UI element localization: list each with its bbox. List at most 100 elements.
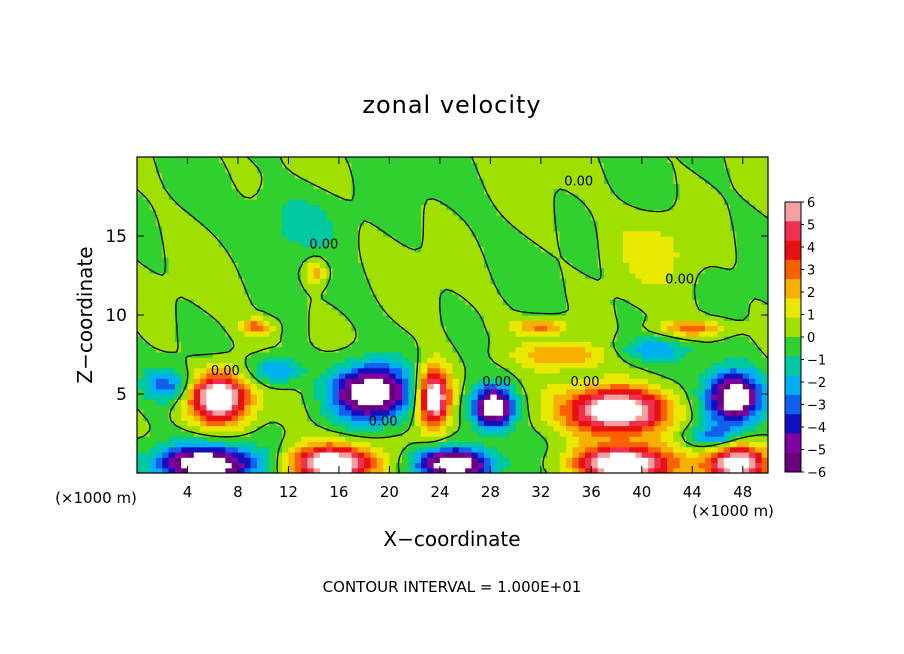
heatmap-cell: [383, 378, 390, 385]
heatmap-cell: [667, 236, 674, 242]
heatmap-cell: [231, 309, 239, 316]
heatmap-cell: [477, 214, 485, 221]
heatmap-cell: [446, 446, 454, 453]
heatmap-cell: [685, 272, 693, 279]
heatmap-cell: [294, 357, 302, 363]
heatmap-cell: [704, 293, 712, 300]
heatmap-cell: [452, 441, 460, 448]
heatmap-cell: [313, 336, 321, 342]
heatmap-cell: [181, 220, 189, 227]
heatmap-cell: [250, 425, 258, 432]
heatmap-cell: [395, 241, 403, 248]
heatmap-cell: [263, 299, 271, 306]
heatmap-cell: [143, 457, 151, 464]
heatmap-cell: [471, 378, 479, 385]
heatmap-cell: [294, 257, 302, 263]
heatmap-cell: [307, 246, 315, 253]
heatmap-cell: [547, 341, 555, 348]
heatmap-cell: [376, 372, 384, 379]
heatmap-cell: [231, 225, 239, 232]
heatmap-cell: [755, 283, 763, 290]
heatmap-cell: [692, 383, 700, 390]
heatmap-cell: [307, 467, 315, 473]
heatmap-cell: [667, 304, 674, 311]
heatmap-cell: [547, 457, 555, 464]
heatmap-cell: [395, 420, 403, 427]
heatmap-cell: [572, 351, 580, 358]
heatmap-cell: [591, 288, 599, 295]
heatmap-cell: [408, 430, 416, 437]
heatmap-cell: [528, 236, 536, 242]
heatmap-cell: [742, 299, 750, 306]
heatmap-cell: [635, 394, 643, 400]
heatmap-cell: [553, 251, 561, 258]
heatmap-cell: [414, 388, 422, 395]
heatmap-cell: [256, 362, 264, 369]
heatmap-cell: [345, 372, 353, 379]
heatmap-cell: [256, 315, 264, 321]
heatmap-cell: [673, 214, 681, 221]
heatmap-cell: [137, 246, 144, 253]
heatmap-cell: [288, 383, 296, 390]
heatmap-cell: [698, 257, 706, 263]
heatmap-cell: [465, 341, 473, 348]
heatmap-cell: [345, 341, 353, 348]
heatmap-cell: [206, 404, 214, 411]
heatmap-cell: [648, 236, 656, 242]
heatmap-cell: [427, 415, 435, 421]
heatmap-cell: [181, 372, 189, 379]
heatmap-cell: [717, 336, 725, 342]
heatmap-cell: [364, 383, 372, 390]
heatmap-cell: [540, 320, 548, 327]
heatmap-cell: [219, 209, 226, 216]
heatmap-cell: [200, 378, 208, 385]
heatmap-cell: [465, 346, 473, 353]
heatmap-cell: [414, 330, 422, 337]
heatmap-cell: [717, 346, 725, 353]
heatmap-cell: [338, 278, 346, 284]
heatmap-cell: [174, 446, 182, 453]
heatmap-cell: [730, 251, 738, 258]
heatmap-cell: [673, 378, 681, 385]
heatmap-cell: [143, 241, 151, 248]
heatmap-cell: [263, 378, 271, 385]
heatmap-cell: [585, 462, 592, 469]
heatmap-cell: [307, 409, 315, 416]
heatmap-cell: [250, 451, 258, 458]
heatmap-cell: [420, 225, 428, 232]
heatmap-cell: [572, 346, 580, 353]
heatmap-cell: [269, 341, 277, 348]
heatmap-cell: [749, 378, 756, 385]
heatmap-cell: [219, 383, 226, 390]
heatmap-cell: [319, 446, 327, 453]
heatmap-cell: [610, 372, 618, 379]
heatmap-cell: [755, 430, 763, 437]
heatmap-cell: [319, 272, 327, 279]
heatmap-cell: [200, 409, 208, 416]
heatmap-cell: [332, 415, 340, 421]
heatmap-cell: [319, 230, 327, 237]
heatmap-cell: [338, 315, 346, 321]
heatmap-cell: [597, 467, 605, 473]
heatmap-cell: [376, 451, 384, 458]
heatmap-cell: [174, 367, 182, 374]
heatmap-cell: [698, 220, 706, 227]
heatmap-cell: [629, 225, 637, 232]
heatmap-cell: [282, 346, 290, 353]
heatmap-cell: [540, 214, 548, 221]
heatmap-cell: [155, 399, 163, 406]
heatmap-cell: [427, 357, 435, 363]
heatmap-cell: [585, 293, 592, 300]
heatmap-cell: [149, 441, 157, 448]
heatmap-cell: [749, 214, 756, 221]
heatmap-cell: [471, 425, 479, 432]
heatmap-cell: [294, 451, 302, 458]
heatmap-cell: [288, 415, 296, 421]
heatmap-cell: [326, 262, 334, 269]
heatmap-cell: [711, 467, 719, 473]
heatmap-cell: [673, 257, 681, 263]
heatmap-cell: [730, 430, 738, 437]
heatmap-cell: [231, 341, 239, 348]
heatmap-cell: [648, 404, 656, 411]
heatmap-cell: [351, 451, 359, 458]
